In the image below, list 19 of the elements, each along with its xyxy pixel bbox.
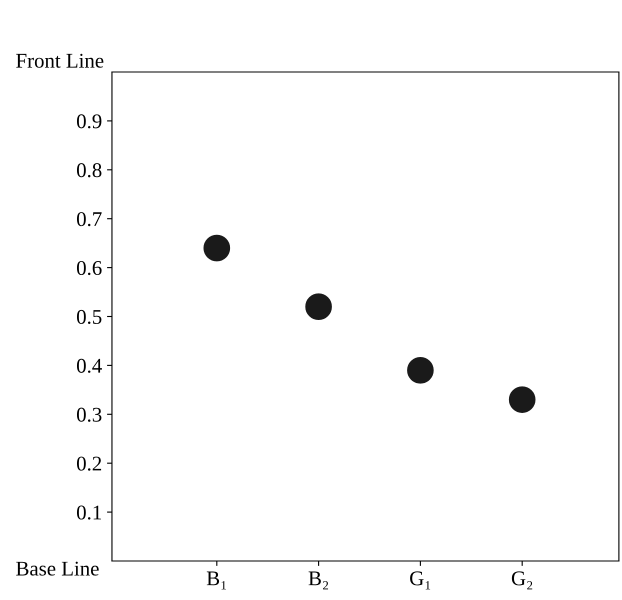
text: Front Line: [16, 54, 104, 68]
text: Base Line: [16, 562, 99, 576]
y-tick-label: 0.3: [76, 408, 102, 422]
y-tick-label: 0.5: [76, 310, 102, 324]
y-tick-label: 0.7: [76, 212, 102, 226]
point: [305, 293, 332, 320]
x-tick-label: B₂: [308, 572, 328, 590]
y-tick-label: 0.1: [76, 505, 101, 520]
x-tick-label: B₁: [206, 572, 226, 590]
point: [203, 234, 230, 262]
point: [508, 386, 536, 413]
y-tick-label: 0.6: [76, 260, 102, 276]
point: [407, 356, 434, 384]
y-tick-label: 0.9: [76, 114, 102, 128]
x-tick-label: G₁: [410, 571, 430, 590]
x-tick-label: G₂: [512, 571, 532, 590]
y-tick-label: 0.2: [76, 456, 102, 471]
y-tick-label: 0.4: [76, 358, 102, 373]
y-tick-label: 0.8: [76, 163, 102, 178]
